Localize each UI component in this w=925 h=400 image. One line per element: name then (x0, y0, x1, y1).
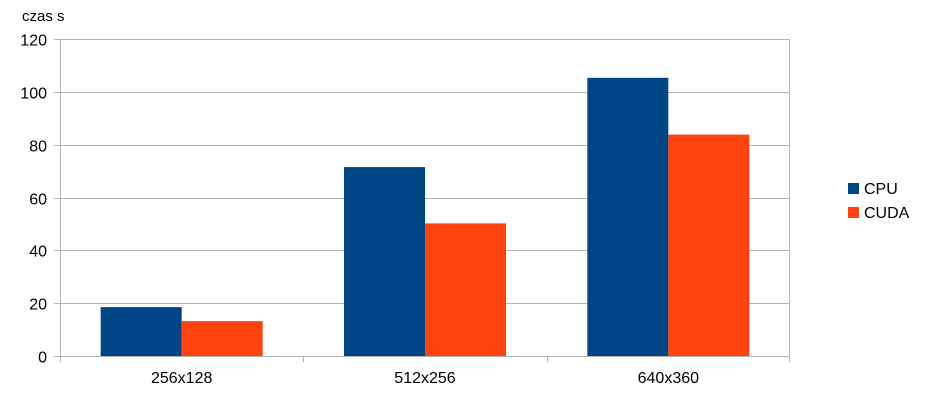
y-tick-label: 60 (29, 192, 47, 209)
legend-swatch-cpu (848, 183, 859, 194)
legend-swatch-cuda (848, 207, 859, 218)
bars (100, 77, 750, 357)
x-tick-label: 256x128 (151, 370, 212, 387)
legend: CPU CUDA (848, 181, 910, 222)
bar-cpu-256x128 (100, 307, 182, 356)
bar-cuda-640x360 (668, 134, 750, 356)
bar-cuda-512x256 (425, 223, 506, 356)
legend-label-cuda: CUDA (864, 205, 910, 222)
x-tick-label: 640x360 (638, 370, 699, 387)
x-tick-label: 512x256 (394, 370, 455, 387)
y-tick-label: 120 (20, 33, 47, 50)
y-tick-label: 80 (29, 139, 47, 156)
y-tick-label: 20 (29, 297, 47, 314)
bar-cpu-640x360 (587, 77, 669, 357)
y-tick-label: 40 (29, 244, 47, 261)
bar-cuda-256x128 (181, 321, 263, 356)
bar-cpu-512x256 (344, 167, 425, 356)
y-tick-label: 100 (20, 86, 47, 103)
legend-label-cpu: CPU (864, 181, 898, 198)
y-tick-label: 0 (38, 350, 47, 367)
y-axis-title: czas s (22, 8, 65, 25)
axes: 0 20 40 60 80 100 120 256x128 512x256 640x360 (20, 33, 790, 387)
